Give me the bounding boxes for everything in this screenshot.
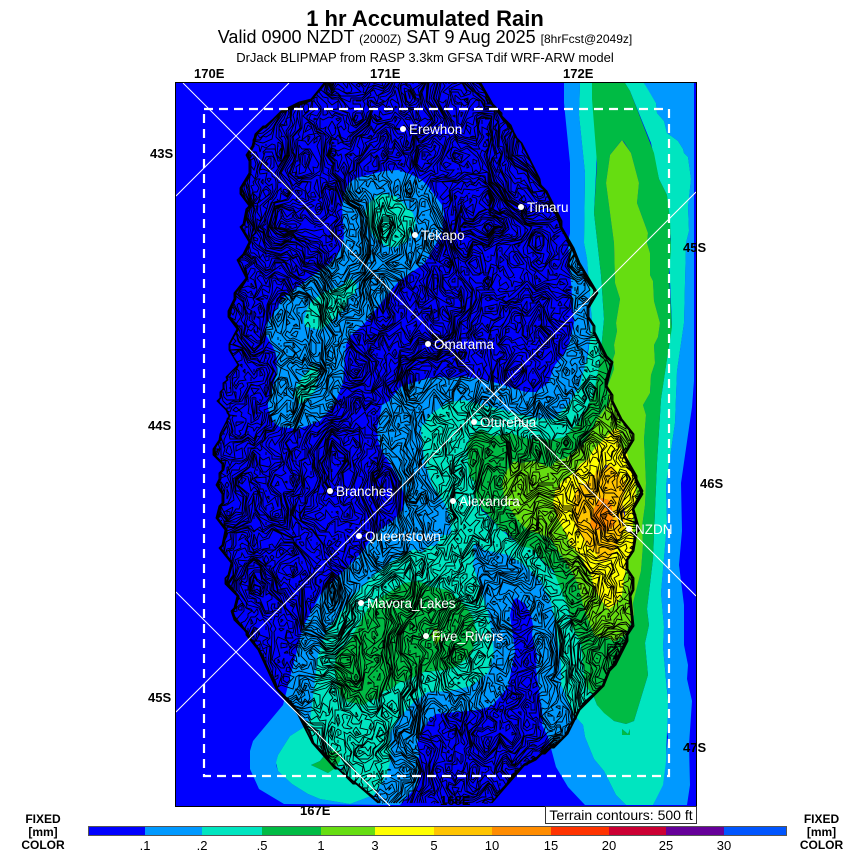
svg-text:Oturehua: Oturehua: [480, 415, 537, 430]
svg-text:Erewhon: Erewhon: [409, 122, 462, 137]
svg-text:Timaru: Timaru: [527, 200, 569, 215]
svg-text:NZDN: NZDN: [635, 522, 673, 537]
svg-text:Branches: Branches: [336, 484, 393, 499]
svg-text:Mavora_Lakes: Mavora_Lakes: [367, 596, 456, 611]
svg-text:Queenstown: Queenstown: [365, 529, 441, 544]
svg-text:Five_Rivers: Five_Rivers: [432, 629, 504, 644]
svg-text:Alexandra: Alexandra: [459, 494, 520, 509]
svg-text:Tekapo: Tekapo: [421, 228, 465, 243]
svg-text:Omarama: Omarama: [434, 337, 495, 352]
